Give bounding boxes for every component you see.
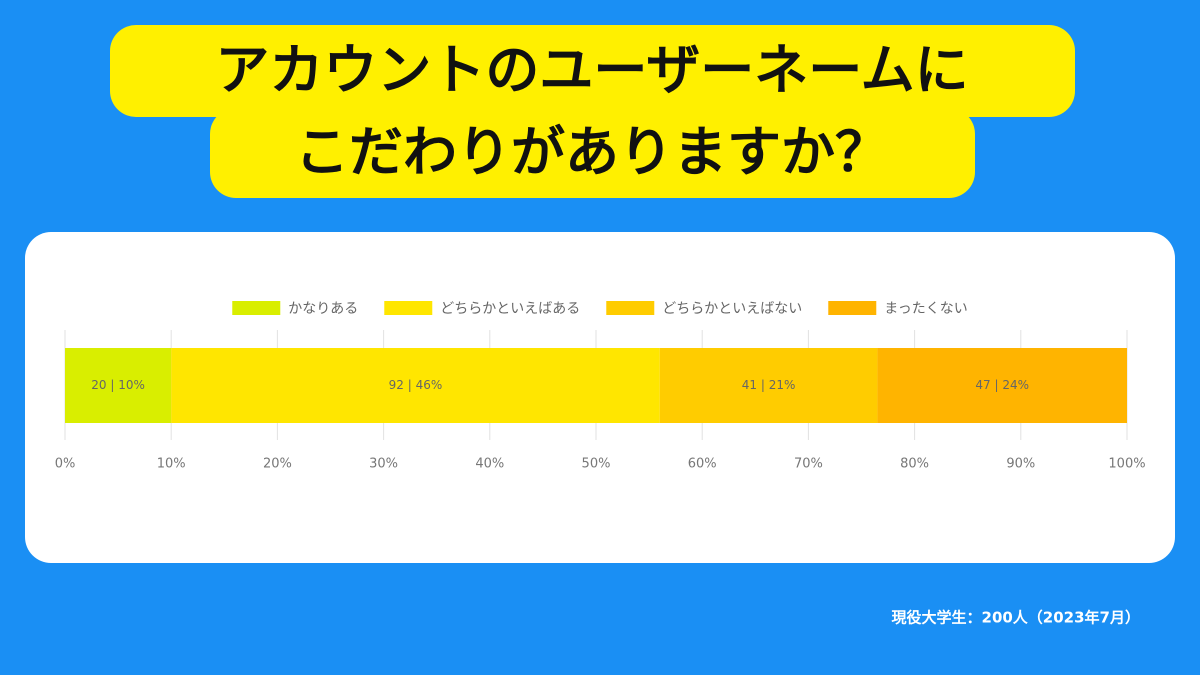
x-tick-label: 30%: [369, 457, 398, 472]
x-tick-label: 40%: [475, 457, 504, 472]
bar-segment: [877, 348, 1127, 423]
legend-swatch: [828, 301, 877, 315]
title-box: [210, 108, 975, 198]
x-tick-label: 0%: [55, 457, 76, 472]
legend-swatch: [606, 301, 655, 315]
x-tick-label: 70%: [794, 457, 823, 472]
legend-swatch: [232, 301, 281, 315]
value-label: 20 | 10%: [91, 378, 145, 392]
x-tick-label: 50%: [582, 457, 611, 472]
x-tick-label: 80%: [900, 457, 929, 472]
bar-segment: [659, 348, 878, 423]
legend-label: どちらかといえばない: [662, 301, 802, 317]
note: 現役大学生：200人（2023年7月）: [892, 609, 1141, 627]
legend-label: どちらかといえばある: [440, 301, 580, 317]
x-tick-label: 100%: [1108, 457, 1145, 472]
bar-segment: [65, 348, 172, 423]
title-box: [110, 25, 1075, 117]
x-tick-label: 90%: [1006, 457, 1035, 472]
x-tick-label: 60%: [688, 457, 717, 472]
chart-title: こだわりがありますか？: [295, 121, 889, 184]
value-label: 47 | 24%: [975, 378, 1029, 392]
value-label: 92 | 46%: [389, 378, 443, 392]
x-tick-label: 10%: [157, 457, 186, 472]
chart-title: アカウントのユーザーネームに: [215, 39, 968, 102]
legend-swatch: [384, 301, 433, 315]
legend-label: まったくない: [884, 301, 967, 317]
x-tick-label: 20%: [263, 457, 292, 472]
bar-segment: [171, 348, 660, 423]
value-label: 41 | 21%: [742, 378, 796, 392]
legend-label: かなりある: [288, 301, 358, 317]
